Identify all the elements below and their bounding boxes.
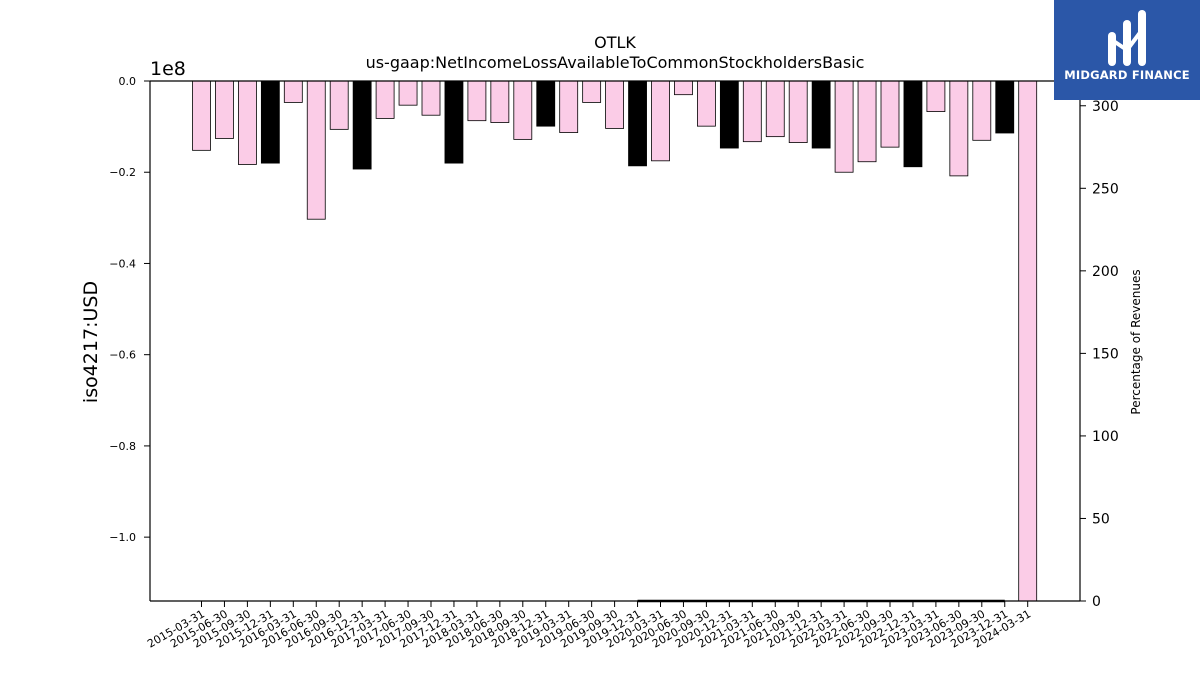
bar-2016-06-30: [306, 80, 326, 220]
bar-2021-12-31: [811, 80, 831, 149]
bar-2015-09-30: [237, 80, 257, 165]
y-tick-label: −0.2: [109, 166, 136, 179]
bar-2024-03-31: [1018, 80, 1038, 602]
bar-2017-06-30: [398, 80, 418, 106]
midgard-logo-icon: [1108, 10, 1146, 66]
bar-2015-12-31: [260, 80, 280, 164]
bar-2017-12-31: [444, 80, 464, 164]
y2-tick-label: 200: [1092, 264, 1119, 280]
bar-2021-06-30: [765, 80, 785, 138]
y2-axis-label: Percentage of Revenues: [1129, 269, 1143, 414]
y2-tick-label: 300: [1092, 99, 1119, 115]
bar-2018-09-30: [513, 80, 533, 140]
y-tick-label: −0.4: [109, 257, 136, 270]
bar-2022-09-30: [880, 80, 900, 148]
y-tick-label: −0.8: [109, 440, 136, 453]
logo-text: MIDGARD FINANCE: [1064, 68, 1190, 82]
bar-2020-06-30: [674, 80, 693, 96]
bar-2019-03-31: [559, 80, 579, 133]
bar-2016-03-31: [283, 80, 303, 103]
bar-2020-03-31: [651, 80, 670, 162]
bar-2017-09-30: [421, 80, 441, 116]
y2-tick-label: 250: [1092, 181, 1119, 197]
bar-2023-06-30: [949, 80, 969, 177]
bar-2018-03-31: [467, 80, 487, 122]
bar-2019-09-30: [605, 80, 624, 129]
bar-2018-06-30: [490, 80, 510, 123]
bar-2023-09-30: [972, 80, 992, 141]
y2-tick-label: 150: [1092, 346, 1119, 362]
y-axis-label: iso4217:USD: [80, 281, 102, 403]
y2-tick-label: 0: [1092, 594, 1101, 610]
bar-2017-03-31: [375, 80, 395, 119]
chart-title: OTLK: [594, 33, 636, 52]
y2-tick-label: 50: [1092, 511, 1110, 527]
bar-2018-12-31: [536, 80, 556, 127]
bar-2020-12-31: [719, 80, 739, 149]
bar-2015-03-31: [192, 80, 211, 151]
chart-subtitle: us-gaap:NetIncomeLossAvailableToCommonSt…: [366, 53, 865, 72]
bar-2022-06-30: [857, 80, 877, 163]
y-tick-label: −1.0: [109, 531, 136, 544]
bar-2023-12-31: [995, 80, 1015, 134]
bar-2019-06-30: [582, 80, 602, 103]
bar-2016-09-30: [329, 80, 349, 130]
bar-2022-12-31: [903, 80, 923, 168]
bar-2023-03-31: [926, 80, 946, 112]
midgard-logo: MIDGARD FINANCE: [1054, 0, 1200, 100]
bar-2019-12-31: [628, 80, 647, 167]
y-tick-label: −0.6: [109, 349, 136, 362]
bar-2022-03-31: [834, 80, 854, 173]
bar-2021-09-30: [788, 80, 808, 143]
y-offset-label: 1e8: [150, 58, 186, 80]
bar-2015-06-30: [215, 80, 234, 139]
y-tick-label: 0.0: [119, 75, 137, 88]
bar-2016-12-31: [352, 80, 372, 170]
y2-tick-label: 100: [1092, 429, 1119, 445]
bar-2020-09-30: [697, 80, 716, 127]
bar-2021-03-31: [742, 80, 762, 143]
